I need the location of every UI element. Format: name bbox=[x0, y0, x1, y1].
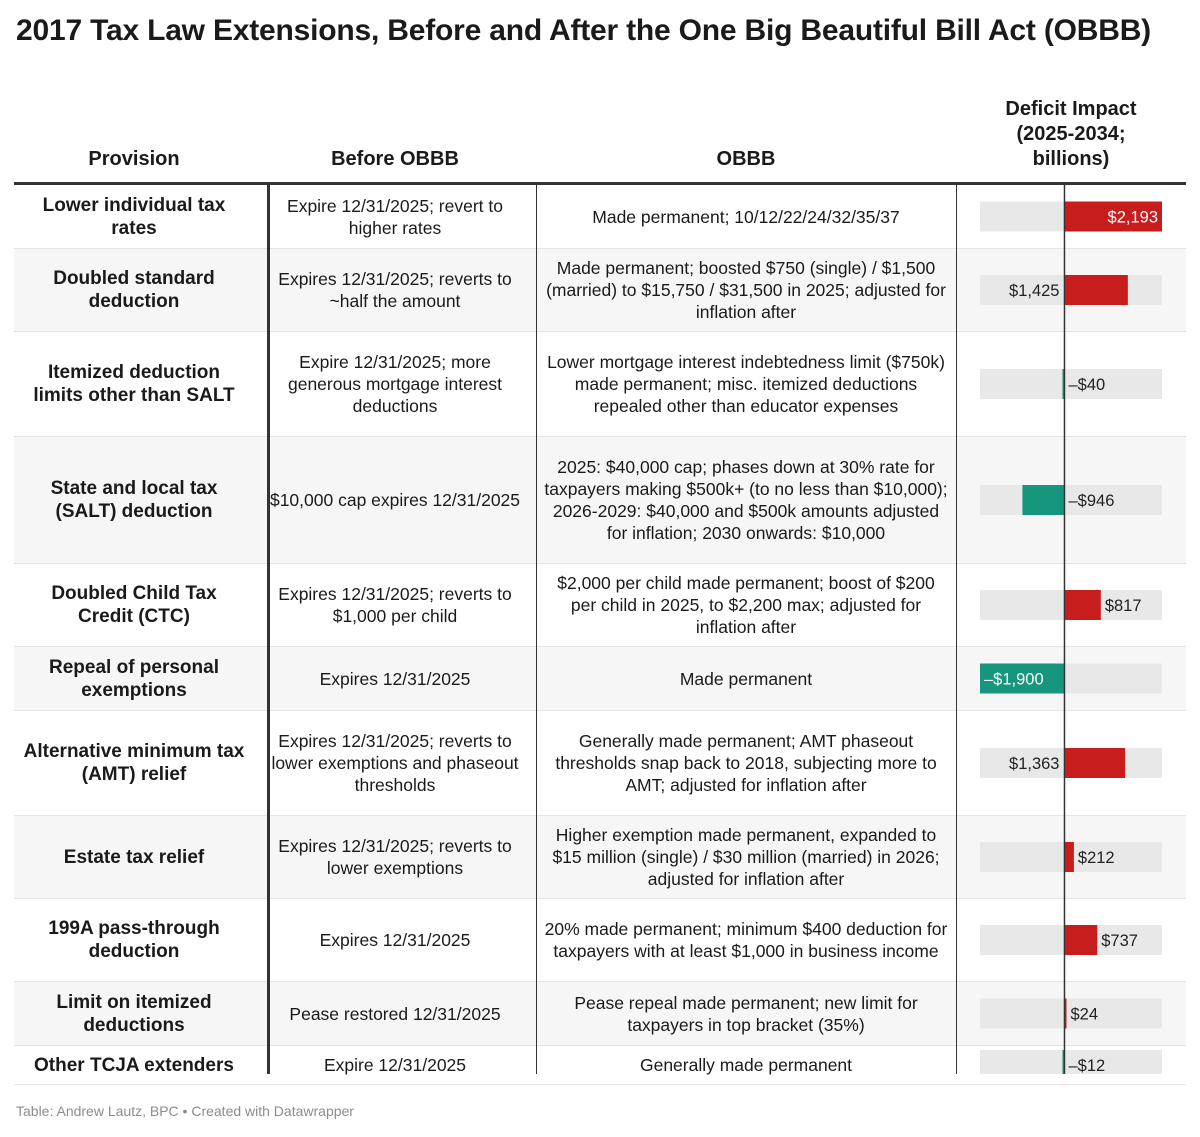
obbb-cell: $2,000 per child made permanent; boost o… bbox=[557, 573, 935, 637]
header-impact: Deficit Impact (2025-2034; billions) bbox=[956, 92, 1186, 172]
table-row: Doubled Child Tax Credit (CTC) Expires 12… bbox=[14, 564, 1186, 647]
obbb-cell: Higher exemption made permanent, expande… bbox=[552, 825, 940, 889]
table-row: Lower individual tax rates Expire 12/31/2… bbox=[14, 185, 1186, 249]
before-obbb-cell: $10,000 cap expires 12/31/2025 bbox=[269, 490, 521, 510]
header-rule bbox=[14, 182, 1186, 185]
deficit-bar bbox=[1064, 275, 1128, 305]
deficit-bar bbox=[1062, 369, 1065, 399]
provision-cell: Doubled standard deduction bbox=[53, 268, 215, 312]
provision-cell: Estate tax relief bbox=[63, 846, 205, 868]
provision-cell: 199A pass-through deduction bbox=[48, 918, 220, 962]
obbb-cell: Made permanent; 10/12/22/24/32/35/37 bbox=[592, 206, 900, 227]
page-title: 2017 Tax Law Extensions, Before and Afte… bbox=[16, 14, 1151, 47]
provision-cell: Doubled Child Tax Credit (CTC) bbox=[51, 583, 217, 627]
deficit-bar bbox=[1062, 1050, 1065, 1074]
footer-credit: Table: Andrew Lautz, BPC • Created with … bbox=[16, 1103, 354, 1119]
bar-track bbox=[980, 485, 1162, 515]
bar-track bbox=[980, 369, 1162, 399]
before-obbb-cell: Expires 12/31/2025; reverts to $1,000 pe… bbox=[278, 584, 512, 626]
bar-track bbox=[980, 998, 1162, 1029]
obbb-cell: Generally made permanent; AMT phaseout t… bbox=[555, 731, 937, 795]
provision-cell: State and local tax (SALT) deduction bbox=[50, 478, 218, 522]
before-obbb-cell: Expires 12/31/2025; reverts to lower exe… bbox=[271, 731, 519, 795]
header-impact-line2: (2025-2034; bbox=[1016, 123, 1126, 145]
deficit-bar bbox=[1064, 998, 1067, 1029]
table-body: Lower individual tax rates Expire 12/31/2… bbox=[14, 185, 1186, 1085]
column-divider-thick bbox=[267, 185, 270, 1074]
deficit-impact-chart: $2,193 $1,425 –$40 –$946 $817 –$1,900 $1,363 $2… bbox=[980, 185, 1162, 1074]
header-obbb: OBBB bbox=[536, 92, 956, 172]
provision-cell: Repeal of personal exemptions bbox=[49, 656, 219, 701]
deficit-bar bbox=[1064, 748, 1126, 778]
before-obbb-cell: Expires 12/31/2025 bbox=[319, 668, 471, 689]
deficit-value-label: –$1,900 bbox=[984, 671, 1044, 689]
deficit-value-label: $1,363 bbox=[1009, 755, 1059, 773]
obbb-cell: 2025: $40,000 cap; phases down at 30% ra… bbox=[544, 457, 948, 543]
deficit-bar bbox=[1064, 842, 1074, 872]
deficit-bar bbox=[1064, 590, 1101, 620]
obbb-cell: Generally made permanent bbox=[639, 1055, 853, 1075]
header-before-label: Before OBBB bbox=[331, 148, 459, 170]
header-obbb-label: OBBB bbox=[716, 148, 776, 170]
before-obbb-cell: Expires 12/31/2025; reverts to ~half the… bbox=[278, 269, 512, 311]
before-obbb-cell: Expire 12/31/2025; more generous mortgag… bbox=[287, 352, 503, 416]
table-row: Doubled standard deduction Expires 12/31/… bbox=[14, 249, 1186, 332]
provision-cell: Itemized deduction limits other than SAL… bbox=[33, 362, 235, 406]
table-row: Alternative minimum tax (AMT) relief Expi… bbox=[14, 711, 1186, 816]
header-provision: Provision bbox=[14, 92, 254, 172]
provision-cell: Alternative minimum tax (AMT) relief bbox=[23, 741, 245, 785]
deficit-value-label: $24 bbox=[1070, 1006, 1098, 1024]
deficit-value-label: –$12 bbox=[1068, 1057, 1105, 1074]
deficit-bar bbox=[1022, 485, 1065, 515]
deficit-bar bbox=[1064, 201, 1162, 232]
deficit-value-label: $2,193 bbox=[1108, 209, 1158, 227]
provision-cell: Other TCJA extenders bbox=[34, 1054, 234, 1076]
before-obbb-cell: Pease restored 12/31/2025 bbox=[289, 1003, 501, 1024]
obbb-cell: Lower mortgage interest indebtedness lim… bbox=[547, 352, 945, 416]
bar-track bbox=[980, 1050, 1162, 1074]
deficit-value-label: $737 bbox=[1101, 932, 1138, 950]
obbb-cell: Made permanent; boosted $750 (single) / … bbox=[546, 258, 946, 322]
deficit-value-label: $817 bbox=[1105, 597, 1142, 615]
column-divider bbox=[956, 185, 957, 1074]
provision-cell: Limit on itemized deductions bbox=[56, 991, 212, 1036]
deficit-value-label: $212 bbox=[1078, 849, 1115, 867]
before-obbb-cell: Expire 12/31/2025 bbox=[323, 1055, 467, 1075]
deficit-value-label: –$40 bbox=[1068, 376, 1105, 394]
header-provision-label: Provision bbox=[88, 148, 180, 170]
obbb-cell: 20% made permanent; minimum $400 deducti… bbox=[544, 919, 948, 961]
header-impact-line1: Deficit Impact bbox=[1005, 98, 1137, 120]
header-before: Before OBBB bbox=[254, 92, 536, 172]
column-divider bbox=[536, 185, 537, 1074]
table-row: Itemized deduction limits other than SAL… bbox=[14, 332, 1186, 437]
table-row: 199A pass-through deduction Expires 12/31… bbox=[14, 899, 1186, 982]
obbb-cell: Pease repeal made permanent; new limit f… bbox=[574, 992, 918, 1035]
before-obbb-cell: Expires 12/31/2025; reverts to lower exe… bbox=[278, 836, 512, 878]
header-impact-line3: billions) bbox=[1032, 148, 1110, 170]
deficit-bar bbox=[980, 663, 1065, 694]
table-row: Other TCJA extenders Expire 12/31/2025 Gen… bbox=[14, 1046, 1186, 1085]
before-obbb-cell: Expires 12/31/2025 bbox=[319, 930, 471, 950]
provision-cell: Lower individual tax rates bbox=[42, 194, 226, 239]
obbb-cell: Made permanent bbox=[679, 668, 813, 689]
deficit-value-label: –$946 bbox=[1068, 492, 1114, 510]
deficit-value-label: $1,425 bbox=[1009, 282, 1059, 300]
before-obbb-cell: Expire 12/31/2025; revert to higher rate… bbox=[287, 195, 503, 238]
deficit-bar bbox=[1064, 925, 1098, 955]
table-row: Repeal of personal exemptions Expires 12/… bbox=[14, 647, 1186, 711]
